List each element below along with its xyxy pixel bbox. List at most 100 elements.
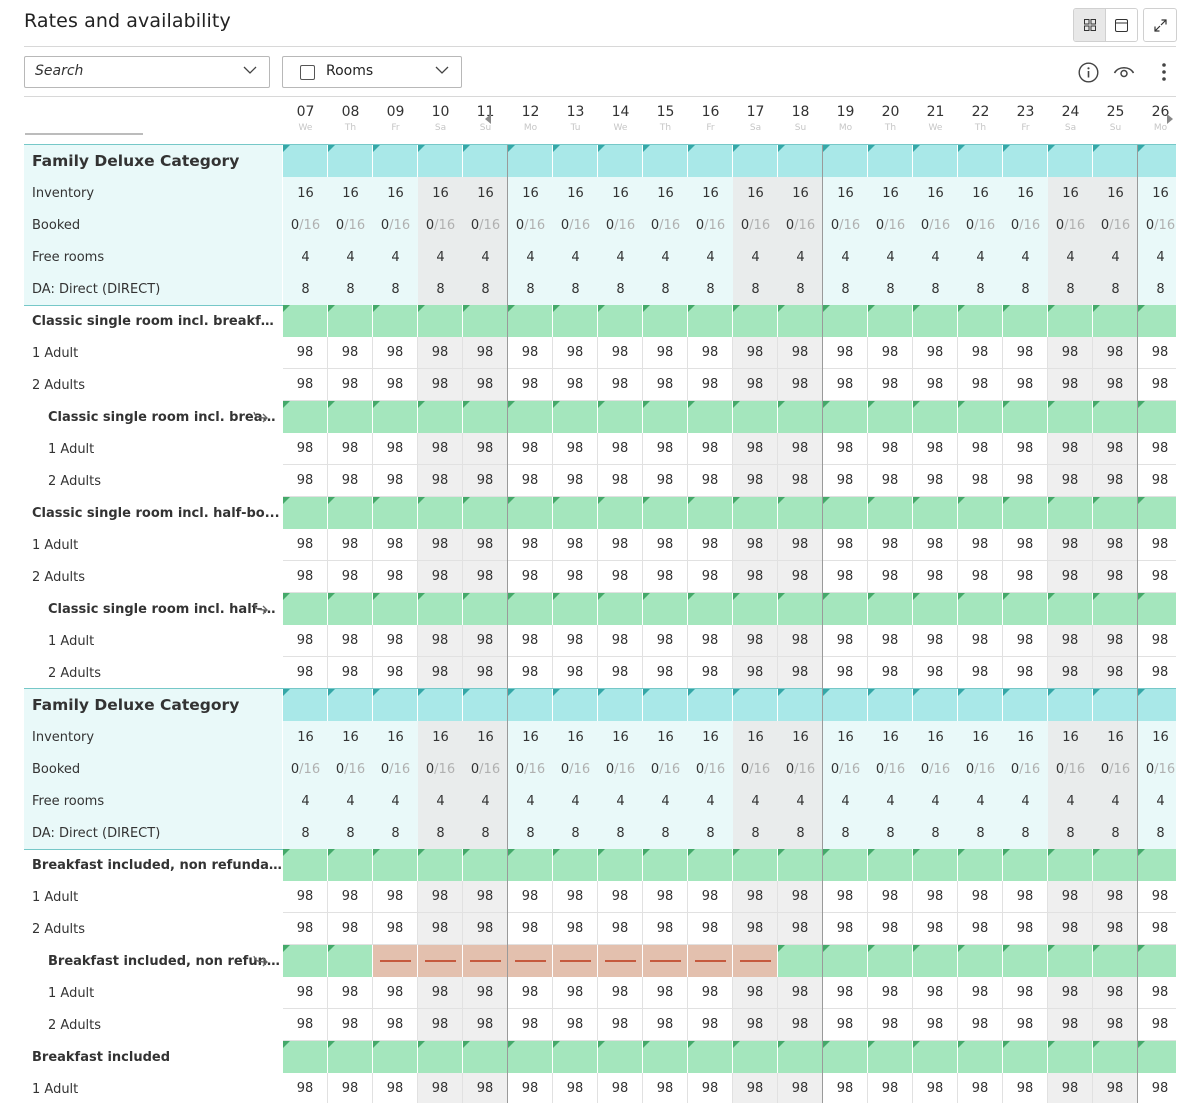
rate-cell[interactable]: 98 [1003, 561, 1048, 593]
rate-cell[interactable]: 98 [1093, 977, 1138, 1009]
inventory-cell[interactable]: 8 [418, 817, 463, 849]
availability-cell[interactable] [643, 1041, 688, 1073]
rate-cell[interactable]: 98 [463, 1009, 508, 1041]
inventory-cell[interactable]: 4 [508, 785, 553, 817]
inventory-cell[interactable]: 8 [913, 817, 958, 849]
rate-cell[interactable]: 98 [508, 977, 553, 1009]
availability-cell[interactable] [553, 593, 598, 625]
inventory-cell[interactable]: 8 [688, 273, 733, 305]
inventory-cell[interactable]: 8 [688, 817, 733, 849]
rate-cell[interactable]: 98 [868, 433, 913, 465]
search-input[interactable] [35, 63, 225, 79]
rate-cell[interactable]: 98 [958, 465, 1003, 497]
rate-cell[interactable]: 98 [598, 913, 643, 945]
inventory-cell[interactable]: 4 [373, 785, 418, 817]
inventory-cell[interactable]: 8 [733, 817, 778, 849]
inventory-cell[interactable]: 8 [373, 273, 418, 305]
availability-cell[interactable] [283, 945, 328, 977]
inventory-cell[interactable]: 4 [868, 785, 913, 817]
rate-cell[interactable]: 98 [1048, 561, 1093, 593]
availability-cell[interactable] [283, 849, 328, 881]
availability-cell[interactable] [1048, 497, 1093, 529]
booked-cell[interactable]: 0/16 [643, 209, 688, 241]
inventory-cell[interactable]: 8 [1003, 273, 1048, 305]
rate-cell[interactable]: 98 [958, 913, 1003, 945]
availability-cell[interactable] [1003, 401, 1048, 433]
rate-cell[interactable]: 98 [553, 625, 598, 657]
inventory-cell[interactable]: 8 [823, 273, 868, 305]
rate-cell[interactable]: 98 [373, 561, 418, 593]
inventory-cell[interactable]: 4 [418, 785, 463, 817]
rate-cell[interactable]: 98 [373, 977, 418, 1009]
availability-cell[interactable] [1093, 401, 1138, 433]
rate-cell[interactable]: 98 [373, 529, 418, 561]
availability-cell[interactable] [373, 593, 418, 625]
rate-cell[interactable]: 98 [1093, 913, 1138, 945]
inventory-cell[interactable]: 8 [328, 273, 373, 305]
availability-cell[interactable] [688, 145, 733, 177]
availability-cell[interactable] [598, 689, 643, 721]
availability-cell[interactable] [913, 401, 958, 433]
availability-cell[interactable] [598, 1041, 643, 1073]
rate-cell[interactable]: 98 [508, 657, 553, 689]
rate-cell[interactable]: 98 [823, 1009, 868, 1041]
booked-cell[interactable]: 0/16 [373, 209, 418, 241]
availability-cell[interactable] [553, 689, 598, 721]
rate-cell[interactable]: 98 [1003, 1009, 1048, 1041]
inventory-cell[interactable]: 8 [958, 273, 1003, 305]
rate-cell[interactable]: 98 [823, 561, 868, 593]
chevron-down-icon[interactable] [243, 65, 257, 75]
availability-cell[interactable] [823, 401, 868, 433]
availability-cell[interactable] [373, 145, 418, 177]
rate-cell[interactable]: 98 [373, 881, 418, 913]
availability-cell[interactable] [733, 689, 778, 721]
availability-cell[interactable] [733, 593, 778, 625]
rate-cell[interactable]: 98 [913, 977, 958, 1009]
availability-cell[interactable] [598, 497, 643, 529]
rate-cell[interactable]: 98 [1138, 625, 1176, 657]
rate-cell[interactable]: 98 [418, 913, 463, 945]
rate-cell[interactable]: 98 [373, 465, 418, 497]
inventory-cell[interactable]: 4 [373, 241, 418, 273]
rate-cell[interactable]: 98 [328, 465, 373, 497]
search-field[interactable] [24, 56, 270, 88]
booked-cell[interactable]: 0/16 [1093, 209, 1138, 241]
inventory-cell[interactable]: 4 [283, 785, 328, 817]
rate-cell[interactable]: 98 [643, 529, 688, 561]
availability-cell[interactable] [283, 1041, 328, 1073]
rate-cell[interactable]: 98 [1003, 337, 1048, 369]
rate-cell[interactable]: 98 [913, 369, 958, 401]
rate-cell[interactable]: 98 [1138, 657, 1176, 689]
closed-availability-cell[interactable] [463, 945, 508, 977]
rate-cell[interactable]: 98 [1048, 337, 1093, 369]
rate-cell[interactable]: 98 [643, 337, 688, 369]
row-label[interactable]: Classic single room incl. breakfast [24, 305, 282, 337]
rate-cell[interactable]: 98 [733, 561, 778, 593]
visibility-button[interactable] [1113, 61, 1135, 83]
availability-cell[interactable] [373, 849, 418, 881]
rate-cell[interactable]: 98 [1138, 337, 1176, 369]
rate-cell[interactable]: 98 [643, 657, 688, 689]
rate-cell[interactable]: 98 [553, 561, 598, 593]
availability-cell[interactable] [328, 849, 373, 881]
rate-cell[interactable]: 98 [553, 977, 598, 1009]
rate-cell[interactable]: 98 [373, 369, 418, 401]
availability-cell[interactable] [463, 401, 508, 433]
availability-cell[interactable] [418, 1041, 463, 1073]
availability-cell[interactable] [643, 689, 688, 721]
inventory-cell[interactable]: 16 [958, 177, 1003, 209]
rate-cell[interactable]: 98 [1093, 1073, 1138, 1103]
rate-cell[interactable]: 98 [733, 369, 778, 401]
availability-cell[interactable] [778, 497, 823, 529]
rate-cell[interactable]: 98 [643, 881, 688, 913]
availability-cell[interactable] [643, 849, 688, 881]
inventory-cell[interactable]: 16 [823, 721, 868, 753]
rate-cell[interactable]: 98 [868, 561, 913, 593]
availability-cell[interactable] [418, 401, 463, 433]
availability-cell[interactable] [643, 401, 688, 433]
rate-cell[interactable]: 98 [598, 625, 643, 657]
availability-cell[interactable] [283, 305, 328, 337]
booked-cell[interactable]: 0/16 [778, 753, 823, 785]
rate-cell[interactable]: 98 [958, 561, 1003, 593]
availability-cell[interactable] [1138, 689, 1176, 721]
